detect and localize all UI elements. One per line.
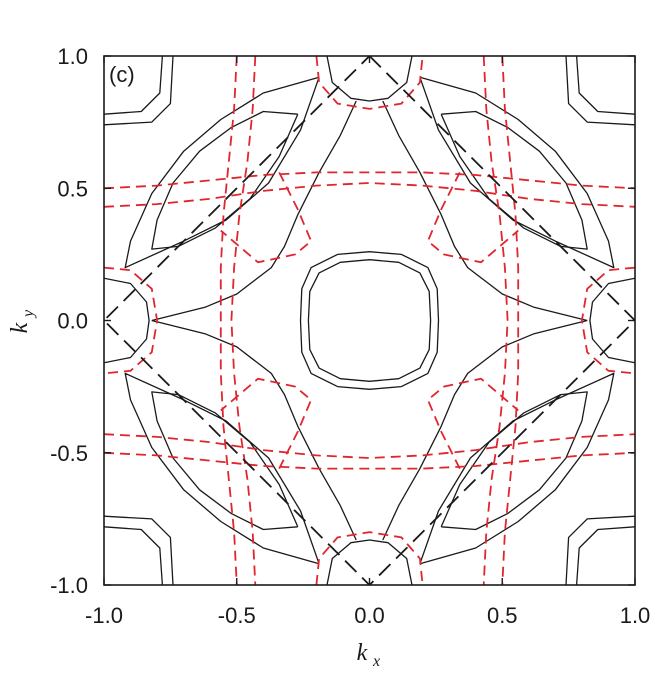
solid-contour-19 [565, 56, 635, 126]
solid-contour-2 [440, 110, 588, 250]
solid-contour-24 [104, 526, 164, 585]
solid-contour-21 [104, 56, 174, 126]
solid-contour-1 [307, 259, 432, 382]
solid-contour-8 [440, 391, 588, 531]
solid-contour-5 [382, 319, 588, 541]
y-tick-label: 0.0 [57, 309, 88, 334]
axis-ticks [103, 55, 636, 586]
solid-contour-18 [575, 56, 635, 115]
tick-labels: -1.0 -0.5 0.0 0.5 1.0 -1.0 -0.5 0.0 0.5 1.0 [50, 44, 650, 628]
y-axis-label-subscript: y [20, 309, 37, 319]
x-axis-title: k x [357, 640, 380, 670]
y-tick-label: -1.0 [50, 573, 88, 598]
x-tick-label: 1.0 [620, 603, 651, 628]
dashed_black-contour-0 [104, 56, 635, 585]
solid-contour-20 [104, 56, 164, 115]
dashed_red-contour-3 [104, 433, 635, 459]
x-tick-label: -0.5 [218, 603, 256, 628]
dashed_red-contour-4 [501, 56, 520, 585]
y-tick-label: 0.5 [57, 176, 88, 201]
solid-contour-4 [382, 100, 588, 322]
x-axis-label-subscript: x [372, 653, 380, 670]
dashed_red-contour-1 [104, 182, 635, 208]
panel-label: (c) [109, 62, 135, 87]
solid-contour-12 [151, 391, 299, 531]
y-tick-label: -0.5 [50, 441, 88, 466]
dashed_red-contour-7 [230, 56, 257, 585]
dashed_red-contour-2 [104, 451, 635, 470]
plot-frame [103, 55, 636, 586]
dashed_red-contour-9 [315, 531, 424, 585]
dashed_red-contour-12 [220, 171, 313, 264]
solid-contour-22 [575, 526, 635, 585]
solid-contour-6 [151, 100, 357, 322]
dashed_red-contour-15 [426, 377, 519, 470]
dashed_red-contour-14 [220, 377, 313, 470]
solid-contour-16 [104, 277, 150, 364]
y-axis-title: k y [7, 309, 37, 333]
dashed_red-contour-10 [104, 266, 159, 375]
y-tick-label: 1.0 [57, 44, 88, 69]
x-tick-label: -1.0 [85, 603, 123, 628]
solid-contour-0 [299, 251, 440, 390]
dashed_red-contour-8 [315, 56, 424, 110]
solid-contour-25 [104, 515, 174, 585]
solid-contour-11 [124, 76, 320, 269]
contour-lines [104, 56, 635, 585]
solid-contour-15 [326, 539, 413, 585]
dashed_red-contour-13 [426, 171, 519, 264]
x-tick-label: 0.5 [487, 603, 518, 628]
dashed_red-contour-5 [482, 56, 509, 585]
dashed_red-contour-0 [104, 171, 635, 190]
dashed_red-contour-11 [581, 266, 635, 375]
solid-contour-13 [124, 372, 320, 565]
solid-contour-10 [151, 110, 299, 250]
solid-contour-14 [326, 56, 413, 102]
x-axis-label: k [357, 640, 368, 666]
solid-contour-17 [589, 277, 635, 364]
y-axis-label: k [7, 322, 33, 333]
x-tick-label: 0.0 [354, 603, 385, 628]
dashed_red-contour-6 [219, 56, 238, 585]
solid-contour-7 [151, 319, 357, 541]
solid-contour-23 [565, 515, 635, 585]
